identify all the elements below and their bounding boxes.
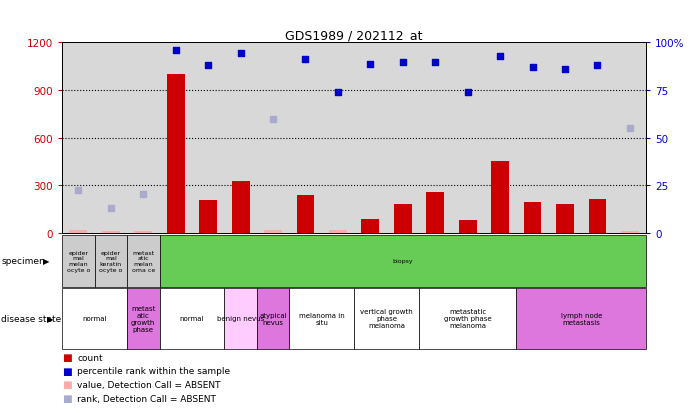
Text: metast
atic
growth
phase: metast atic growth phase <box>131 305 155 332</box>
Point <box>332 89 343 96</box>
Bar <box>264 230 282 233</box>
Point <box>170 48 181 55</box>
Text: normal: normal <box>180 316 205 321</box>
Bar <box>160 288 225 349</box>
Bar <box>361 220 379 233</box>
Text: percentile rank within the sample: percentile rank within the sample <box>77 366 231 375</box>
Text: epider
mal
melan
ocyte o: epider mal melan ocyte o <box>67 250 90 273</box>
Text: ■: ■ <box>62 393 72 403</box>
Bar <box>225 43 257 233</box>
Bar <box>62 43 95 233</box>
Bar <box>621 231 638 233</box>
Bar <box>426 193 444 233</box>
Bar <box>516 288 646 349</box>
Text: normal: normal <box>82 316 107 321</box>
Text: ▶: ▶ <box>43 257 49 266</box>
Title: GDS1989 / 202112_at: GDS1989 / 202112_at <box>285 29 423 42</box>
Bar <box>127 288 160 349</box>
Point <box>267 116 278 123</box>
Bar <box>257 43 290 233</box>
Text: ■: ■ <box>62 352 72 362</box>
Text: epider
mal
keratin
ocyte o: epider mal keratin ocyte o <box>100 250 122 273</box>
Point <box>235 50 246 57</box>
Point <box>430 59 441 66</box>
Bar <box>70 230 87 233</box>
Bar <box>134 231 152 233</box>
Bar <box>556 204 574 233</box>
Bar <box>329 230 347 233</box>
Bar <box>459 221 477 233</box>
Bar <box>484 43 516 233</box>
Bar <box>614 43 646 233</box>
Point <box>397 60 408 66</box>
Point <box>73 188 84 194</box>
Bar <box>491 162 509 233</box>
Bar <box>199 200 217 233</box>
Bar <box>549 43 581 233</box>
Point <box>300 57 311 63</box>
Bar <box>257 288 290 349</box>
Bar <box>192 43 225 233</box>
Text: disease state: disease state <box>1 314 61 323</box>
Bar <box>354 288 419 349</box>
Bar <box>160 43 192 233</box>
Bar <box>225 288 257 349</box>
Bar <box>62 288 127 349</box>
Bar <box>419 43 451 233</box>
Bar <box>95 43 127 233</box>
Point <box>495 54 506 60</box>
Bar <box>419 288 516 349</box>
Bar <box>516 43 549 233</box>
Point <box>202 62 214 69</box>
Text: metast
atic
melan
oma ce: metast atic melan oma ce <box>132 250 155 273</box>
Point <box>138 191 149 198</box>
Text: count: count <box>77 353 103 362</box>
Point <box>105 206 116 212</box>
Text: specimen: specimen <box>1 257 45 266</box>
Bar <box>290 43 322 233</box>
Point <box>365 62 376 68</box>
Text: ■: ■ <box>62 380 72 389</box>
Bar <box>386 43 419 233</box>
Bar <box>354 43 386 233</box>
Text: metastatic
growth phase
melanoma: metastatic growth phase melanoma <box>444 309 491 328</box>
Point <box>527 64 538 71</box>
Bar <box>167 75 184 233</box>
Bar <box>62 235 95 287</box>
Bar <box>290 288 354 349</box>
Bar <box>322 43 354 233</box>
Bar <box>589 199 606 233</box>
Bar <box>394 204 412 233</box>
Bar <box>524 202 542 233</box>
Text: value, Detection Call = ABSENT: value, Detection Call = ABSENT <box>77 380 221 389</box>
Bar <box>102 231 120 233</box>
Bar <box>127 43 160 233</box>
Text: rank, Detection Call = ABSENT: rank, Detection Call = ABSENT <box>77 394 216 403</box>
Bar <box>95 235 127 287</box>
Bar <box>296 195 314 233</box>
Text: vertical growth
phase
melanoma: vertical growth phase melanoma <box>360 309 413 328</box>
Text: lymph node
metastasis: lymph node metastasis <box>560 312 602 325</box>
Bar <box>160 235 646 287</box>
Text: melanoma in
situ: melanoma in situ <box>299 312 345 325</box>
Bar <box>581 43 614 233</box>
Point <box>462 89 473 96</box>
Point <box>592 62 603 69</box>
Bar <box>231 181 249 233</box>
Text: biopsy: biopsy <box>392 259 413 264</box>
Point <box>625 126 636 132</box>
Bar <box>127 235 160 287</box>
Bar <box>451 43 484 233</box>
Text: atypical
nevus: atypical nevus <box>259 312 287 325</box>
Text: benign nevus: benign nevus <box>217 316 264 321</box>
Text: ■: ■ <box>62 366 72 376</box>
Point <box>560 66 571 73</box>
Text: ▶: ▶ <box>47 314 53 323</box>
